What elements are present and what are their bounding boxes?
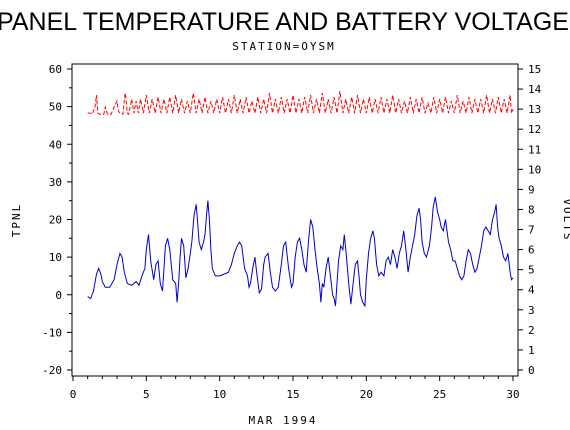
x-tick-label: 5 [143, 388, 150, 401]
y2-tick-label: 11 [528, 143, 541, 156]
y2-tick-label: 10 [528, 163, 541, 176]
y-axis-label-right: VOLTS [561, 198, 570, 241]
x-tick-label: 15 [286, 388, 299, 401]
chart-title: PANEL TEMPERATURE AND BATTERY VOLTAGE [0, 8, 569, 36]
y2-tick-label: 7 [528, 224, 535, 237]
y2-tick-label: 0 [528, 364, 535, 377]
y-tick-label: -10 [42, 326, 62, 339]
x-tick-label: 0 [70, 388, 77, 401]
plot-frame [71, 63, 519, 377]
y2-tick-label: 3 [528, 304, 535, 317]
y2-tick-label: 13 [528, 103, 541, 116]
y2-tick-label: 5 [528, 264, 535, 277]
series-line-volts [87, 91, 514, 116]
y-tick-label: 10 [49, 251, 62, 264]
x-tick-label: 20 [360, 388, 373, 401]
y-tick-label: 20 [49, 214, 62, 227]
x-axis-label: MAR 1994 [249, 414, 318, 427]
y2-tick-label: 14 [528, 83, 542, 96]
y-axis-left: -20 -10 0 10 20 30 40 50 60 [42, 63, 72, 377]
y2-tick-label: 6 [528, 244, 535, 257]
y2-tick-label: 4 [528, 284, 535, 297]
y2-tick-label: 9 [528, 183, 535, 196]
y2-tick-label: 12 [528, 123, 541, 136]
y-tick-label: 30 [49, 176, 62, 189]
chart-subtitle: STATION=OYSM [232, 40, 335, 53]
y2-tick-label: 15 [528, 63, 541, 76]
x-tick-label: 25 [433, 388, 446, 401]
y-axis-label-left: TPNL [10, 203, 23, 238]
y2-tick-label: 2 [528, 324, 535, 337]
y-tick-label: 60 [49, 63, 62, 76]
y2-tick-label: 8 [528, 203, 535, 216]
series-layer [87, 91, 514, 308]
y-tick-label: 40 [49, 138, 62, 151]
series-line-tpnl [87, 196, 514, 308]
y-tick-label: -20 [42, 364, 62, 377]
y2-tick-label: 1 [528, 344, 535, 357]
y-tick-label: 0 [55, 289, 62, 302]
x-tick-label: 10 [213, 388, 226, 401]
x-axis: 0 5 10 15 20 25 30 [70, 376, 520, 401]
y-tick-label: 50 [49, 101, 62, 114]
x-tick-label: 30 [506, 388, 519, 401]
